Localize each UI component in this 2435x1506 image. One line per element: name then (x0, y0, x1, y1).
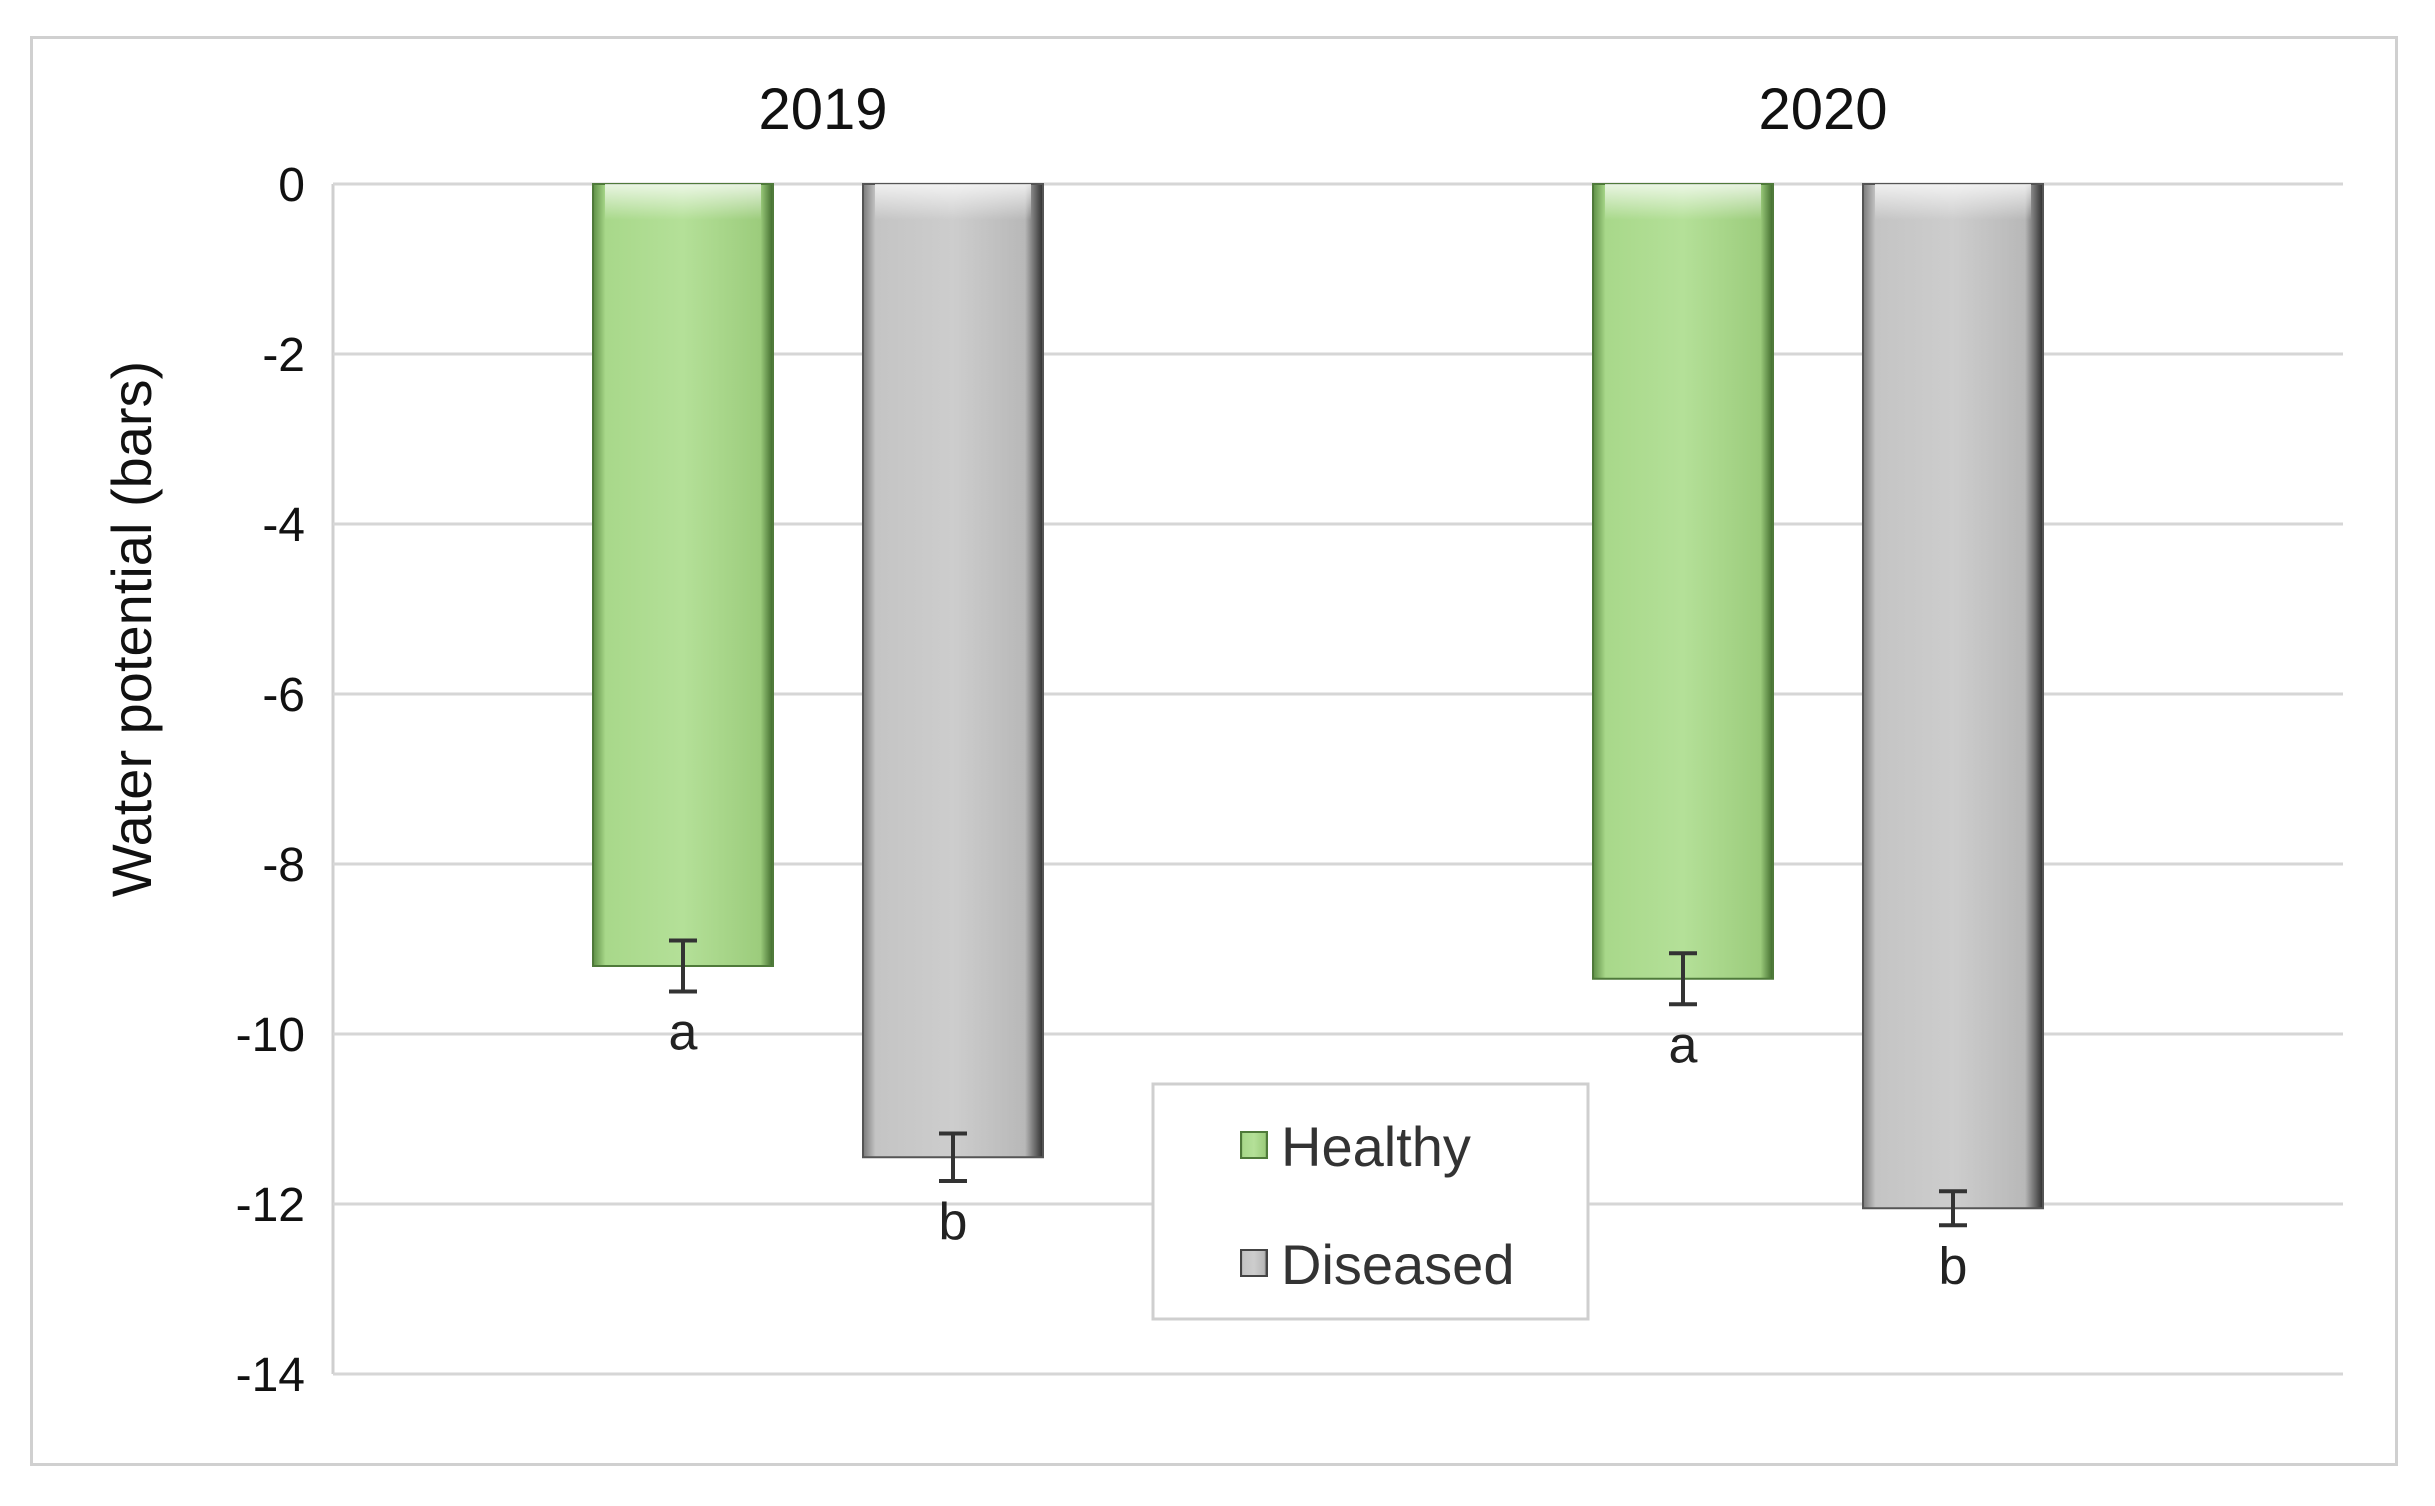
legend-label-diseased: Diseased (1281, 1233, 1514, 1296)
bar-highlight (875, 184, 1031, 220)
bar-diseased-2020 (1862, 183, 2044, 1210)
y-tick-label: -8 (262, 839, 305, 892)
legend-label-healthy: Healthy (1281, 1115, 1471, 1178)
y-tick-label: -14 (236, 1349, 305, 1402)
chart-frame: 2019 2020 0 -2 -4 -6 -8 -10 -12 -14 a b a b Healthy D… (30, 36, 2398, 1466)
y-tick-label: -12 (236, 1179, 305, 1232)
category-label: 2019 (758, 77, 887, 142)
bar-highlight (1875, 184, 2031, 220)
y-tick-label: 0 (278, 159, 305, 212)
legend-box (1151, 1082, 1590, 1321)
significance-letter: a (1669, 1016, 1698, 1074)
y-axis-title: Water potential (bars) (100, 361, 163, 897)
y-tick-label: -2 (262, 329, 305, 382)
y-tick-label: -4 (262, 499, 305, 552)
bar-highlight (1605, 184, 1761, 220)
y-tick-label: -10 (236, 1009, 305, 1062)
bar-highlight (605, 184, 761, 220)
bar-diseased-2019 (862, 183, 1044, 1159)
significance-letter: b (1939, 1237, 1968, 1295)
significance-letter: a (669, 1004, 698, 1062)
bar-healthy-2019 (592, 183, 774, 967)
category-label: 2020 (1758, 77, 1887, 142)
bar-healthy-2020 (1592, 183, 1774, 980)
bar-chart: 2019 2020 0 -2 -4 -6 -8 -10 -12 -14 a b a b Healthy D… (100, 77, 2343, 1402)
legend-swatch-diseased (1240, 1249, 1268, 1277)
significance-letter: b (939, 1193, 968, 1251)
y-tick-label: -6 (262, 669, 305, 722)
legend-swatch-healthy (1240, 1131, 1268, 1159)
